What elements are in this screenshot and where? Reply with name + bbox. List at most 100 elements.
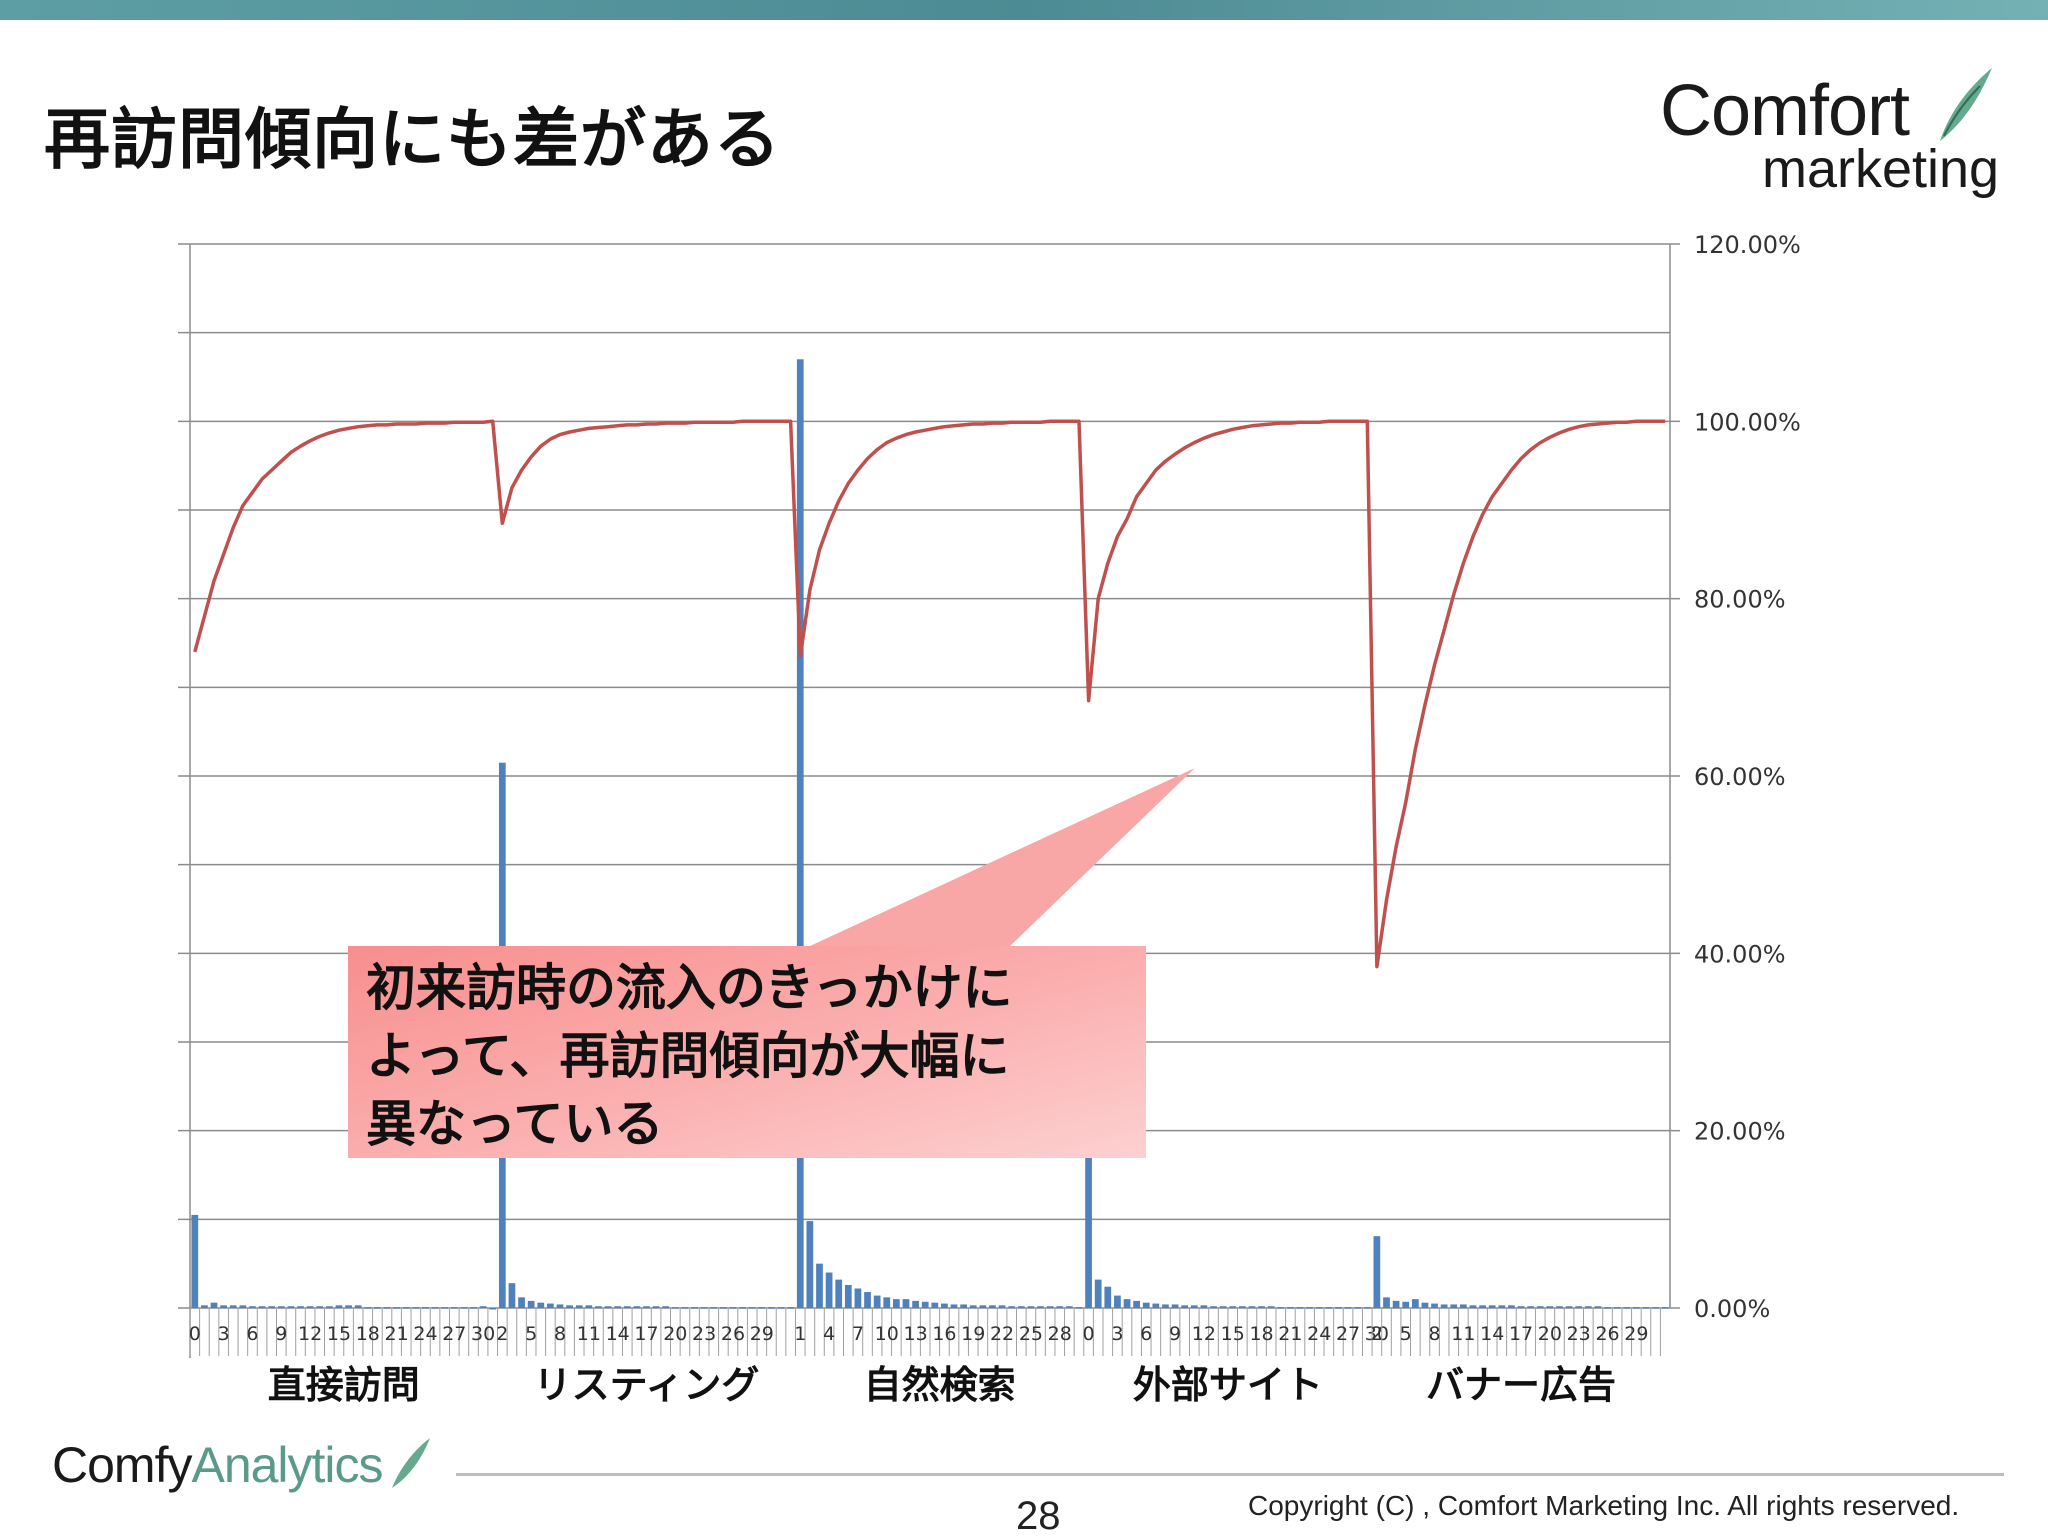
bar bbox=[691, 1307, 698, 1309]
x-tick-label: 4 bbox=[823, 1323, 835, 1345]
y-tick-label: 20.00% bbox=[1694, 1118, 1786, 1146]
bar bbox=[210, 1302, 218, 1308]
callout-pointer bbox=[810, 768, 1195, 946]
bar bbox=[604, 1306, 612, 1308]
bar bbox=[479, 1306, 487, 1308]
x-tick-label: 17 bbox=[634, 1323, 658, 1345]
x-tick-label: 30 bbox=[471, 1323, 495, 1345]
bar bbox=[191, 1214, 199, 1308]
x-tick-label: 27 bbox=[442, 1323, 466, 1345]
bar bbox=[662, 1306, 670, 1308]
bar bbox=[229, 1305, 237, 1308]
top-accent-bar bbox=[0, 0, 2048, 20]
bar bbox=[1613, 1307, 1621, 1309]
bar bbox=[902, 1299, 910, 1308]
bar bbox=[441, 1307, 449, 1309]
x-tick-label: 30 bbox=[1365, 1323, 1389, 1345]
bar bbox=[950, 1304, 958, 1308]
bar bbox=[912, 1300, 919, 1308]
bar bbox=[1238, 1306, 1246, 1308]
x-tick-label: 12 bbox=[298, 1323, 322, 1345]
bar bbox=[1450, 1304, 1458, 1308]
bar bbox=[969, 1305, 977, 1308]
bar bbox=[277, 1306, 285, 1308]
bar bbox=[1335, 1307, 1342, 1309]
bar bbox=[354, 1305, 362, 1308]
bar bbox=[1363, 1307, 1371, 1309]
bar bbox=[239, 1305, 247, 1308]
bar bbox=[979, 1305, 987, 1308]
bar bbox=[1123, 1299, 1131, 1308]
bar bbox=[508, 1283, 516, 1308]
bar bbox=[825, 1272, 833, 1308]
bar bbox=[806, 1221, 814, 1308]
x-tick-label: 20 bbox=[663, 1323, 687, 1345]
bar bbox=[1296, 1307, 1304, 1309]
cumulative-line bbox=[193, 419, 1666, 969]
bar bbox=[1383, 1297, 1390, 1308]
bar bbox=[816, 1263, 823, 1308]
group-label: バナー広告 bbox=[1426, 1363, 1616, 1407]
callout-line: よって、再訪問傾向が大幅に bbox=[366, 1027, 1010, 1085]
bar bbox=[1594, 1306, 1602, 1308]
bar bbox=[383, 1307, 391, 1309]
group-label: 自然検索 bbox=[864, 1363, 1016, 1407]
y-tick-label: 60.00% bbox=[1694, 763, 1786, 791]
bar bbox=[489, 1308, 497, 1310]
x-tick-label: 8 bbox=[1428, 1323, 1440, 1345]
logo-part-1: Comfy bbox=[52, 1437, 192, 1493]
bar bbox=[297, 1306, 304, 1308]
revisit-chart: 0.00% 20.00% 40.00% 60.00% 80.00% 100.00% 120.… bbox=[178, 231, 1801, 1407]
bar bbox=[873, 1295, 881, 1308]
comfy-analytics-logo: ComfyAnalytics bbox=[52, 1436, 430, 1494]
logo-line-2: marketing bbox=[1762, 139, 2000, 199]
x-tick-label: 21 bbox=[1278, 1323, 1302, 1345]
x-tick-label: 24 bbox=[1307, 1323, 1331, 1345]
bar bbox=[1652, 1307, 1659, 1309]
x-tick-label: 5 bbox=[1400, 1323, 1412, 1345]
bar bbox=[268, 1306, 276, 1308]
y-tick-label: 80.00% bbox=[1694, 586, 1786, 614]
bar bbox=[1142, 1302, 1150, 1308]
bar bbox=[1440, 1304, 1448, 1308]
bar bbox=[758, 1307, 766, 1309]
bar bbox=[585, 1305, 593, 1308]
bar bbox=[835, 1279, 843, 1308]
bar bbox=[1325, 1307, 1333, 1309]
x-tick-label: 9 bbox=[1169, 1323, 1181, 1345]
bar bbox=[960, 1304, 967, 1308]
bar bbox=[470, 1307, 477, 1309]
bar bbox=[1075, 1307, 1083, 1309]
x-tick-label: 5 bbox=[525, 1323, 537, 1345]
bar bbox=[1094, 1279, 1102, 1308]
bar bbox=[1190, 1305, 1198, 1308]
bar bbox=[1219, 1306, 1227, 1308]
bar bbox=[1575, 1306, 1583, 1308]
bar bbox=[1046, 1306, 1054, 1308]
bar bbox=[1508, 1305, 1515, 1308]
x-tick-label: 20 bbox=[1538, 1323, 1562, 1345]
x-tick-label: 25 bbox=[1019, 1323, 1043, 1345]
bar bbox=[768, 1307, 775, 1309]
x-tick-label: 6 bbox=[246, 1323, 258, 1345]
bar bbox=[1037, 1306, 1044, 1308]
bar bbox=[325, 1306, 333, 1308]
bar bbox=[883, 1297, 891, 1308]
bar bbox=[1162, 1304, 1169, 1308]
bar bbox=[700, 1307, 708, 1309]
x-tick-label: 15 bbox=[1221, 1323, 1245, 1345]
x-tick-label: 18 bbox=[1249, 1323, 1273, 1345]
bar bbox=[1373, 1236, 1381, 1308]
bar bbox=[364, 1307, 372, 1309]
bar bbox=[201, 1305, 208, 1308]
bar bbox=[220, 1305, 227, 1308]
x-tick-label: 23 bbox=[692, 1323, 716, 1345]
bar bbox=[258, 1306, 266, 1308]
y-tick-label: 100.00% bbox=[1694, 408, 1801, 436]
bar bbox=[460, 1307, 468, 1309]
bar bbox=[345, 1305, 352, 1308]
bar bbox=[720, 1307, 727, 1309]
bar bbox=[1536, 1306, 1544, 1308]
bar bbox=[844, 1284, 852, 1308]
leaf-small-icon bbox=[392, 1438, 430, 1488]
